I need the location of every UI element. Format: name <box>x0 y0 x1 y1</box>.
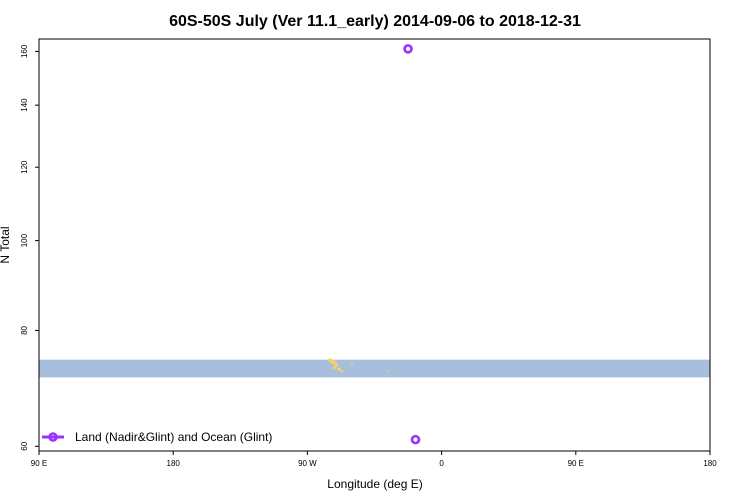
y-axis-title: N Total <box>0 226 12 263</box>
plot-frame <box>38 38 711 452</box>
x-tick-label: 90 E <box>568 459 584 468</box>
land-patch <box>332 366 336 370</box>
x-tick-label: 180 <box>167 459 181 468</box>
legend-label: Land (Nadir&Glint) and Ocean (Glint) <box>75 430 272 444</box>
data-points <box>403 44 421 445</box>
y-tick-label: 100 <box>20 233 29 247</box>
chart-title: 60S-50S July (Ver 11.1_early) 2014-09-06… <box>169 13 581 30</box>
y-tick-label: 80 <box>20 325 29 334</box>
y-tick-label: 120 <box>20 160 29 174</box>
data-point <box>403 44 413 54</box>
land-patch <box>333 362 339 368</box>
land-patch <box>350 362 354 364</box>
y-tick-label: 60 <box>20 441 29 450</box>
y-tick-label: 140 <box>20 98 29 112</box>
land-patch <box>330 360 336 364</box>
x-axis: 90 E 180 90 W 0 90 E 180 <box>31 451 717 468</box>
x-tick-label: 180 <box>703 459 717 468</box>
latitude-band <box>39 359 710 378</box>
x-tick-label: 0 <box>439 459 444 468</box>
y-axis: 60 80 100 120 140 160 <box>20 44 39 451</box>
legend: Land (Nadir&Glint) and Ocean (Glint) <box>42 430 272 444</box>
data-point <box>410 434 421 445</box>
legend-marker <box>48 432 58 442</box>
land-patch <box>340 369 344 373</box>
x-axis-title: Longitude (deg E) <box>327 477 422 491</box>
y-tick-label: 160 <box>20 44 29 58</box>
land-patch <box>337 367 341 371</box>
land-patch <box>387 370 389 372</box>
land-features <box>328 358 389 373</box>
x-tick-label: 90 E <box>31 459 47 468</box>
x-tick-label: 90 W <box>298 459 317 468</box>
